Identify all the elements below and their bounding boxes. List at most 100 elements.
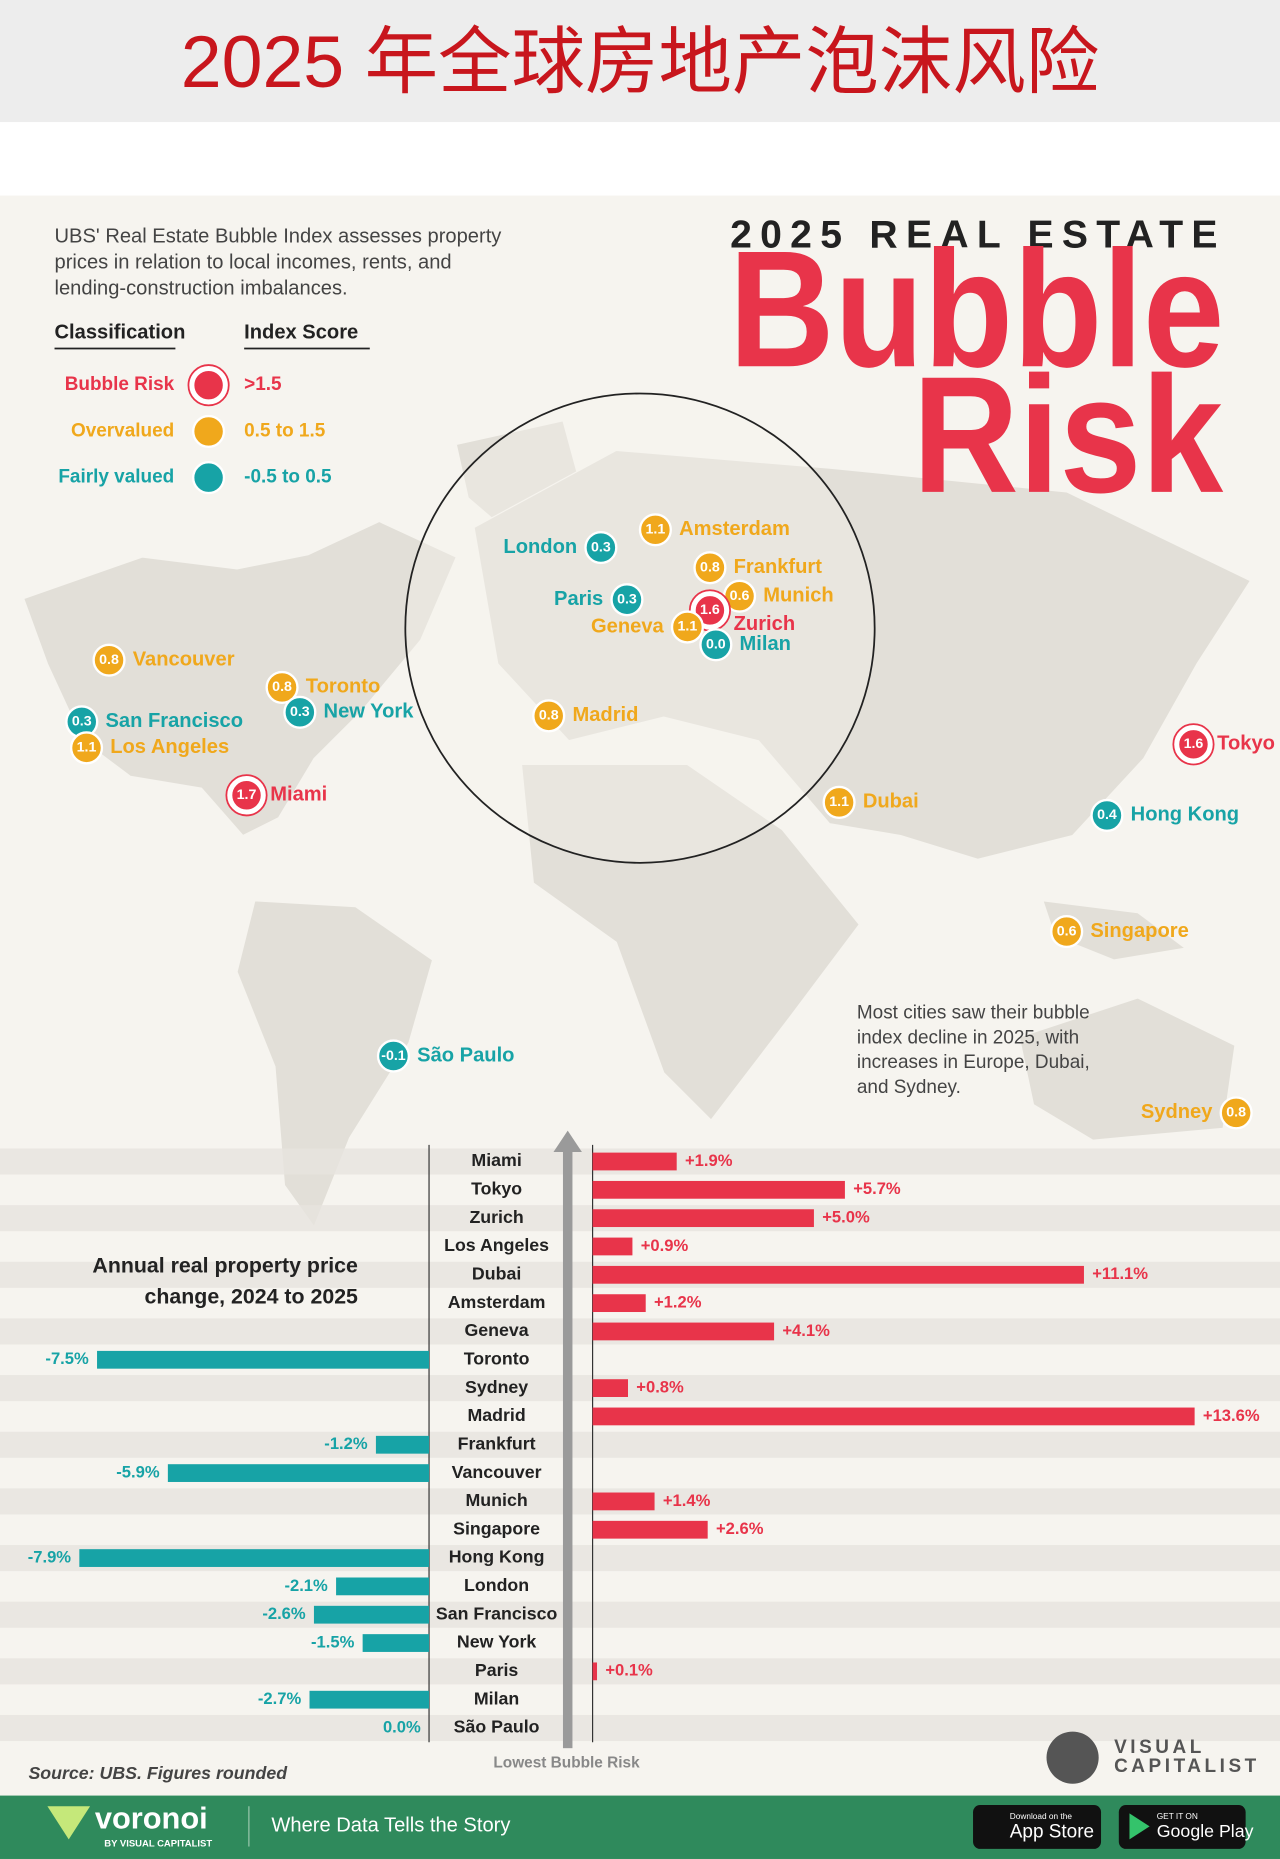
- value-label: +1.4%: [663, 1491, 711, 1510]
- bar: [592, 1265, 1084, 1284]
- category-label: Paris: [475, 1660, 519, 1680]
- marker: [584, 530, 618, 565]
- value-label: +5.7%: [853, 1179, 901, 1198]
- value-label: -1.5%: [311, 1632, 355, 1651]
- city-name: Frankfurt: [734, 556, 823, 578]
- kicker: 2025 REAL ESTATE: [730, 213, 1226, 256]
- value-label: +1.9%: [685, 1151, 733, 1170]
- value-label: -5.9%: [116, 1462, 160, 1481]
- row-band: [0, 1375, 1280, 1402]
- category-label: Singapore: [453, 1518, 540, 1538]
- brand-icon: [47, 1806, 91, 1840]
- bar: [592, 1294, 646, 1313]
- category-label: Milan: [474, 1688, 519, 1708]
- europe-zoom-circle: [404, 392, 876, 864]
- value-label: -2.6%: [262, 1604, 306, 1623]
- title-line: Bubble: [729, 217, 1224, 402]
- marker: [376, 1039, 411, 1073]
- description: lending-construction imbalances.: [55, 278, 348, 300]
- city-name: São Paulo: [417, 1044, 514, 1066]
- city-name: Amsterdam: [679, 518, 790, 540]
- header-band: [0, 0, 1280, 123]
- city-score: -0.1: [381, 1048, 406, 1064]
- annotation: Most cities saw their bubble: [857, 1002, 1090, 1023]
- badge-text: App Store: [1010, 1821, 1094, 1842]
- badge-text: Google Play: [1157, 1821, 1254, 1841]
- city-name: Miami: [270, 784, 327, 806]
- google-play-badge[interactable]: [1118, 1805, 1246, 1849]
- chart-title: change, 2024 to 2025: [145, 1284, 359, 1308]
- bar: [592, 1152, 677, 1171]
- brand-sub: BY VISUAL CAPITALIST: [104, 1839, 212, 1850]
- marker: [1050, 914, 1084, 949]
- bar: [592, 1180, 845, 1199]
- category-label: São Paulo: [454, 1717, 540, 1737]
- description: prices in relation to local incomes, ren…: [55, 251, 452, 273]
- marker: [1090, 798, 1124, 833]
- city-score: 0.8: [700, 559, 720, 575]
- bar: [592, 1407, 1195, 1426]
- bar: [592, 1520, 708, 1539]
- legend-range: 0.5 to 1.5: [244, 420, 326, 441]
- value-label: +11.1%: [1092, 1264, 1148, 1283]
- row-band: [0, 1601, 1280, 1628]
- city-score: 1.6: [1184, 736, 1204, 752]
- bar-chart: Miami +1.9% Tokyo +5.7% Zurich +5.0% Los Angel…: [0, 1130, 1280, 1749]
- logo-text: VISUAL: [1114, 1737, 1205, 1758]
- tagline: Where Data Tells the Story: [271, 1815, 511, 1837]
- city-score: 0.3: [591, 539, 611, 555]
- value-label: -7.9%: [28, 1547, 72, 1566]
- category-label: Sydney: [465, 1377, 528, 1397]
- legend-range: -0.5 to 0.5: [244, 467, 332, 488]
- world-map: [22, 420, 1252, 1228]
- marker: [192, 368, 226, 402]
- city-name: Munich: [763, 584, 833, 606]
- category-label: Vancouver: [452, 1462, 542, 1482]
- city-score: 1.6: [700, 602, 720, 618]
- arrow-label: Lowest Bubble Risk: [493, 1755, 640, 1772]
- city-name: Vancouver: [133, 648, 235, 670]
- category-label: New York: [457, 1632, 536, 1652]
- city-name: Tokyo: [1217, 733, 1275, 755]
- marker: [610, 583, 644, 617]
- value-label: +0.1%: [605, 1661, 653, 1680]
- title-line: Risk: [913, 343, 1224, 528]
- chart-title: Annual real property price: [92, 1254, 358, 1278]
- logo-icon: [1046, 1731, 1099, 1784]
- marker: [1219, 1096, 1253, 1130]
- city-name: Zurich: [734, 613, 796, 635]
- value-label: +0.8%: [636, 1377, 684, 1396]
- city-score: 0.6: [1057, 923, 1077, 939]
- category-label: Munich: [466, 1490, 528, 1510]
- value-label: +5.0%: [822, 1208, 870, 1227]
- city-score: 1.1: [646, 522, 666, 538]
- city-score: 0.8: [99, 652, 119, 668]
- bar: [592, 1662, 598, 1681]
- app-store-badge[interactable]: [973, 1805, 1102, 1849]
- marker: [192, 414, 226, 449]
- city-score: 0.3: [617, 591, 637, 607]
- marker: [265, 670, 299, 705]
- city-score: 0.0: [706, 637, 726, 653]
- row-band: [0, 1431, 1280, 1458]
- bar: [592, 1379, 629, 1397]
- bar: [592, 1492, 655, 1511]
- category-label: Toronto: [464, 1348, 530, 1368]
- play-icon: [1129, 1813, 1150, 1840]
- value-label: 0.0%: [383, 1717, 421, 1736]
- city-name: Sydney: [1141, 1101, 1213, 1123]
- legend-label: Overvalued: [71, 420, 174, 441]
- city-name: Singapore: [1090, 920, 1188, 942]
- city-name: Geneva: [591, 615, 665, 637]
- marker: [283, 695, 317, 729]
- logo-text: CAPITALIST: [1114, 1756, 1260, 1777]
- city-name: San Francisco: [105, 710, 243, 732]
- marker: [69, 731, 104, 765]
- bar: [592, 1322, 775, 1341]
- value-label: +1.2%: [654, 1293, 702, 1312]
- brand: voronoi: [95, 1801, 208, 1836]
- legend-header: Classification: [55, 321, 186, 343]
- marker: [693, 593, 727, 627]
- city-name: Hong Kong: [1131, 804, 1239, 826]
